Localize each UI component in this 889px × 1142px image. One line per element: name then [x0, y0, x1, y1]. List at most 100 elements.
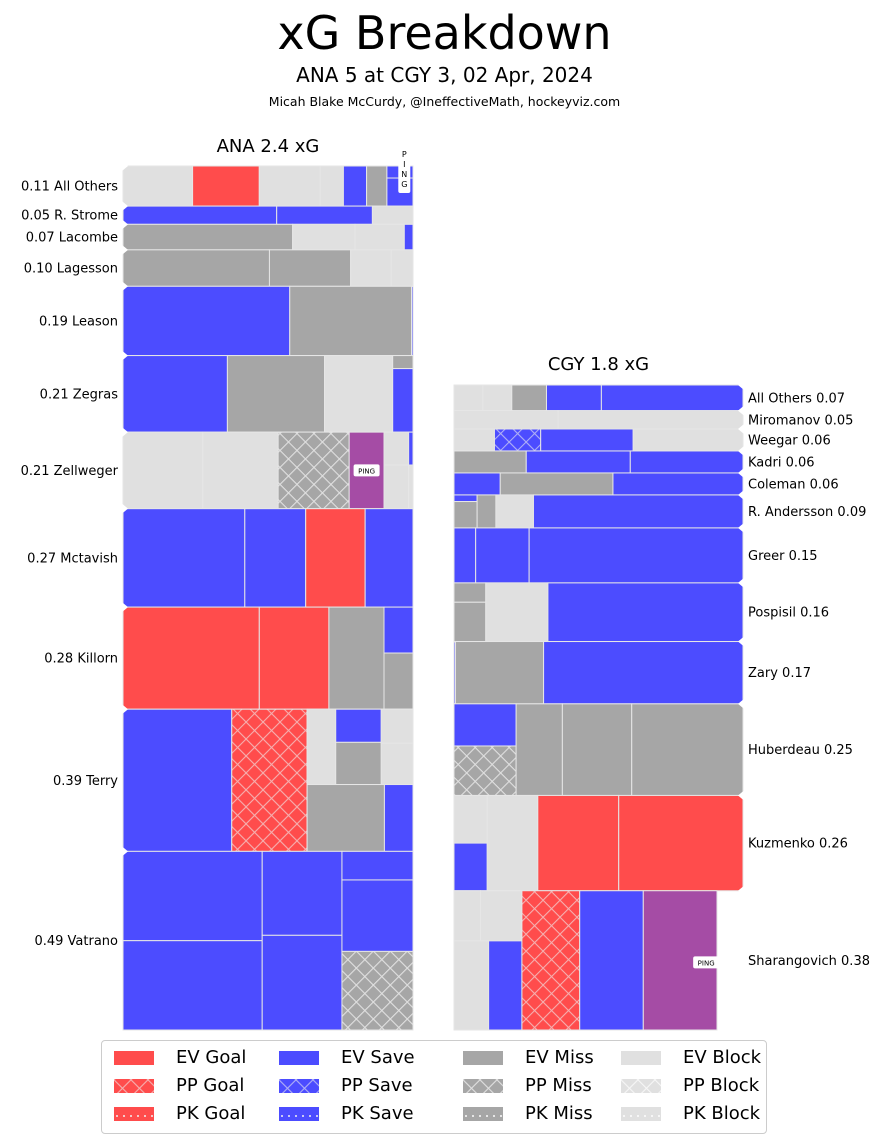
legend-swatch: [463, 1051, 503, 1065]
legend-label: PK Goal: [176, 1103, 246, 1124]
shot-cell: [268, 249, 352, 287]
shot-cell: [631, 703, 744, 796]
shot-cell: [495, 494, 534, 529]
shot-cell: [244, 508, 307, 608]
player-label: 0.11 All Others: [21, 180, 118, 195]
shot-cell: [226, 355, 326, 433]
shot-cell: [525, 450, 631, 474]
shot-cell: [453, 428, 495, 452]
row-divider-notch: [122, 281, 128, 292]
shot-cell: [122, 205, 278, 225]
legend-swatch: [114, 1107, 154, 1121]
legend-item-pp-goal: PP Goal: [114, 1073, 244, 1099]
player-label: R. Andersson 0.09: [748, 505, 866, 520]
shot-cell: [383, 784, 414, 852]
penalty-badge-text: G: [401, 180, 407, 189]
shot-cell: [122, 708, 233, 852]
shot-cell: [258, 606, 330, 710]
shot-cell: [122, 606, 260, 710]
legend-item-pp-save: PP Save: [279, 1073, 413, 1099]
shot-cell: [476, 494, 497, 529]
penalty-badge-text: P: [402, 150, 407, 159]
player-label: Kadri 0.06: [748, 455, 815, 470]
player-block-vatrano: 0.49 Vatrano: [34, 846, 414, 1031]
shot-cell: [493, 428, 542, 452]
shot-cell: [380, 708, 414, 744]
shot-cell: [380, 742, 414, 786]
shot-cell: [341, 850, 414, 881]
row-divider-notch: [738, 636, 744, 647]
shot-cell: [453, 890, 481, 942]
shot-cell: [122, 249, 270, 287]
shot-cell: [277, 431, 350, 510]
legend-item-pp-block: PP Block: [621, 1073, 759, 1099]
player-block-lagesson: 0.10 Lagesson: [24, 244, 414, 287]
shot-cell: [540, 428, 634, 452]
player-block-lacombe: 0.07 Lacombe: [26, 219, 414, 251]
shot-cell: [392, 355, 414, 370]
legend-label: PP Goal: [176, 1075, 245, 1096]
penalty-badge: [353, 464, 380, 477]
penalty-badge-text: PING: [698, 959, 715, 967]
shot-cell: [453, 745, 517, 796]
shot-cell: [350, 249, 392, 287]
shot-cell: [122, 285, 291, 357]
player-block-all-others: All Others 0.07: [453, 380, 845, 412]
shot-cell: [122, 850, 263, 942]
shot-cell: [632, 428, 744, 452]
player-block-leason: 0.19 Leason: [39, 281, 414, 357]
player-label: Zary 0.17: [748, 666, 811, 681]
shot-cell: [306, 784, 385, 852]
shot-cell: [618, 794, 744, 892]
legend-label: PP Miss: [525, 1075, 592, 1096]
player-block-r-strome: 0.05 R. Strome: [21, 201, 414, 225]
shot-cell: [453, 794, 488, 844]
shot-cell: [453, 494, 478, 503]
legend-item-pp-miss: PP Miss: [463, 1073, 592, 1099]
legend-item-ev-goal: EV Goal: [114, 1045, 246, 1071]
legend-swatch: [114, 1079, 154, 1093]
legend-item-pk-block: PK Block: [621, 1101, 760, 1127]
player-label: All Others 0.07: [748, 391, 845, 406]
row-divider-notch: [738, 885, 744, 896]
player-block-weegar: Weegar 0.06: [453, 423, 831, 452]
cgy-panel-title: CGY 1.8 xG: [547, 354, 650, 375]
shot-cell: [532, 494, 744, 529]
player-label: 0.05 R. Strome: [21, 209, 118, 224]
player-label: 0.21 Zegras: [40, 387, 119, 402]
row-divider-notch: [122, 427, 128, 438]
legend-item-ev-save: EV Save: [279, 1045, 415, 1071]
legend-label: PK Miss: [525, 1103, 593, 1124]
cgy-treemap: All Others 0.07 Miromanov 0.05 Weegar 0.06…: [453, 380, 870, 1031]
shot-cell: [335, 708, 382, 743]
legend-swatch: [463, 1079, 503, 1093]
shot-cell: [390, 249, 414, 287]
legend-swatch: [621, 1107, 661, 1121]
shot-cell: [366, 165, 388, 207]
shot-cell: [475, 527, 530, 584]
shot-cell: [319, 165, 344, 207]
row-divider-notch: [122, 350, 128, 361]
shot-cell: [499, 472, 614, 496]
shot-cell: [453, 450, 527, 474]
player-label: 0.19 Leason: [39, 314, 118, 329]
shot-cell: [408, 464, 414, 510]
player-block-kuzmenko: Kuzmenko 0.26: [453, 790, 848, 892]
row-divider-notch: [122, 704, 128, 715]
legend-swatch: [279, 1051, 319, 1065]
row-divider-notch: [122, 503, 128, 514]
player-label: 0.21 Zellweger: [21, 464, 119, 479]
shot-cell: [383, 652, 414, 710]
ana-treemap: PING 0.11 All Others 0.05 R. Strome 0.07 La…: [21, 149, 414, 1031]
shot-cell: [515, 703, 563, 796]
shot-cell: [292, 223, 356, 251]
player-label: Miromanov 0.05: [748, 413, 853, 428]
player-block-killorn: 0.28 Killorn: [44, 602, 414, 710]
player-block-all-others: PING 0.11 All Others: [21, 149, 414, 207]
shot-cell: [276, 205, 373, 225]
shot-cell: [342, 165, 368, 207]
shot-cell: [453, 501, 478, 529]
shot-cell: [261, 850, 343, 936]
legend-swatch: [114, 1051, 154, 1065]
shot-cell: [411, 285, 414, 357]
